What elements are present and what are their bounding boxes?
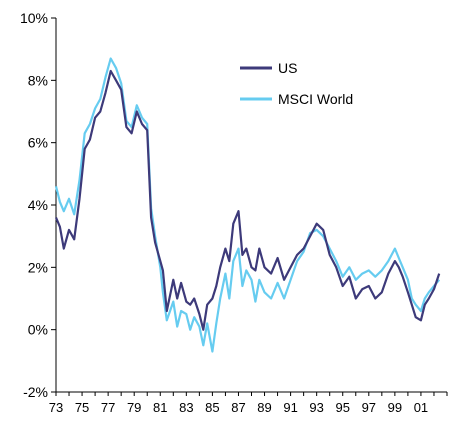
x-tick-label: 85 <box>205 400 219 415</box>
x-tick-label: 77 <box>101 400 115 415</box>
y-tick-label: 2% <box>28 259 48 275</box>
x-tick-label: 81 <box>153 400 167 415</box>
x-tick-label: 83 <box>179 400 193 415</box>
x-tick-label: 97 <box>362 400 376 415</box>
series-line-us <box>54 69 441 331</box>
x-tick-label: 95 <box>335 400 349 415</box>
series-layer <box>54 57 441 353</box>
x-tick-label: 89 <box>257 400 271 415</box>
y-tick-label: 0% <box>28 322 48 338</box>
y-tick-label: 8% <box>28 72 48 88</box>
legend-label: US <box>278 60 297 76</box>
y-tick-label: 6% <box>28 135 48 151</box>
x-tick-label: 93 <box>309 400 323 415</box>
legend-label: MSCI World <box>278 91 353 107</box>
x-tick-label: 79 <box>127 400 141 415</box>
x-tick-label: 91 <box>283 400 297 415</box>
y-tick-label: 10% <box>20 10 48 26</box>
x-tick-label: 99 <box>388 400 402 415</box>
x-tick-label: 87 <box>231 400 245 415</box>
y-tick-label: -2% <box>23 384 48 400</box>
axes: -2% 0% 2% 4% 6% 8% 10% 73 75 77 79 81 83 85 87 89 91 93 95… <box>20 10 448 415</box>
x-tick-label: 01 <box>414 400 428 415</box>
y-tick-label: 4% <box>28 197 48 213</box>
x-tick-label: 75 <box>75 400 89 415</box>
x-tick-label: 73 <box>49 400 63 415</box>
legend: US MSCI World <box>240 60 353 107</box>
series-line-msci-world <box>54 57 441 353</box>
